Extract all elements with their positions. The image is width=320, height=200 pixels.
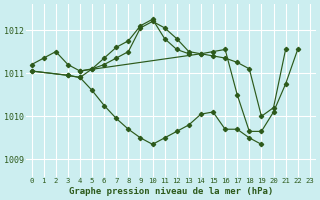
X-axis label: Graphe pression niveau de la mer (hPa): Graphe pression niveau de la mer (hPa) — [68, 187, 273, 196]
